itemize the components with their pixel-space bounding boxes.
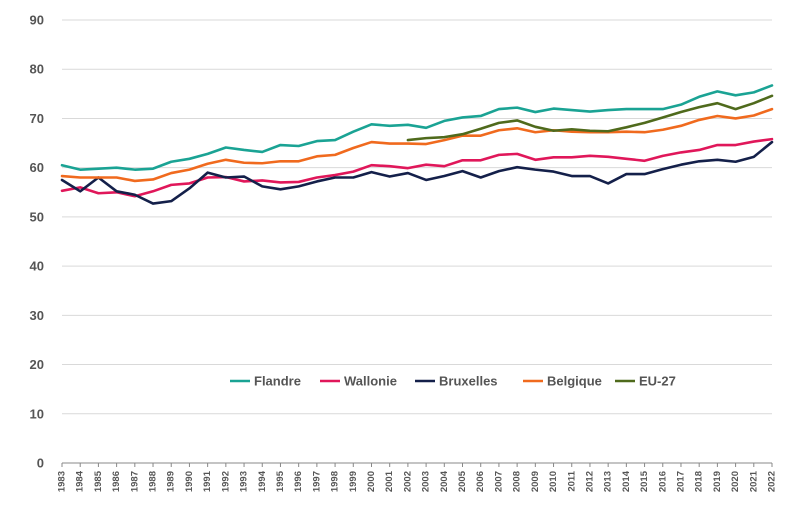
x-tick-label: 2019 <box>712 471 723 492</box>
x-tick-label: 2006 <box>475 471 486 492</box>
x-axis-ticks: 1983 1984 1985 1986 1987 1988 1989 1990 1991 1992… <box>57 463 778 492</box>
grid-lines <box>62 19 772 464</box>
x-tick-label: 1992 <box>220 471 231 492</box>
y-tick-label: 80 <box>30 62 44 77</box>
x-tick-label: 2014 <box>621 470 632 492</box>
legend-label-flandre: Flandre <box>254 374 301 389</box>
x-tick-label: 2012 <box>584 471 595 492</box>
x-tick-label: 1986 <box>111 471 122 492</box>
legend-label-eu-27: EU-27 <box>639 374 676 389</box>
series-line-flandre <box>60 84 774 171</box>
x-tick-label: 2007 <box>493 471 504 492</box>
x-tick-label: 2010 <box>548 471 559 492</box>
x-tick-label: 1983 <box>57 471 68 492</box>
x-tick-label: 2001 <box>384 470 395 492</box>
x-tick-label: 2015 <box>639 470 650 492</box>
x-tick-label: 2022 <box>767 471 778 492</box>
x-tick-label: 2003 <box>421 471 432 492</box>
legend-label-belgique: Belgique <box>547 374 602 389</box>
x-tick-label: 2021 <box>748 470 759 492</box>
x-tick-label: 2016 <box>657 471 668 492</box>
x-tick-label: 2009 <box>530 471 541 492</box>
y-tick-label: 10 <box>30 406 44 421</box>
x-tick-label: 2013 <box>603 471 614 492</box>
x-tick-label: 2020 <box>730 471 741 492</box>
x-tick-label: 2000 <box>366 471 377 492</box>
y-tick-label: 30 <box>30 308 44 323</box>
series-line-wallonie <box>60 137 774 198</box>
x-tick-label: 1997 <box>311 471 322 492</box>
x-tick-label: 1988 <box>148 471 159 492</box>
x-tick-label: 2008 <box>512 471 523 492</box>
x-tick-label: 1996 <box>293 471 304 492</box>
x-tick-label: 1987 <box>129 471 140 492</box>
x-tick-label: 1999 <box>348 471 359 492</box>
x-tick-label: 1994 <box>257 470 268 492</box>
series-line-belgique <box>60 107 774 183</box>
y-axis-ticks: 0 10 20 30 40 50 60 70 80 90 <box>30 13 44 471</box>
x-tick-label: 2017 <box>675 471 686 492</box>
series-line-eu-27 <box>406 94 774 142</box>
x-tick-label: 1985 <box>93 470 104 492</box>
x-tick-label: 2002 <box>402 471 413 492</box>
x-tick-label: 2004 <box>439 470 450 492</box>
x-tick-label: 1993 <box>239 471 250 492</box>
x-tick-label: 1991 <box>202 470 213 492</box>
x-tick-label: 2005 <box>457 470 468 492</box>
x-tick-label: 2011 <box>566 470 577 491</box>
x-tick-label: 1990 <box>184 471 195 492</box>
legend-label-wallonie: Wallonie <box>344 374 397 389</box>
x-tick-label: 1989 <box>166 471 177 492</box>
x-tick-label: 1984 <box>75 470 86 492</box>
y-tick-label: 50 <box>30 209 44 224</box>
x-tick-label: 2018 <box>694 471 705 492</box>
y-tick-label: 70 <box>30 111 44 126</box>
y-tick-label: 40 <box>30 259 44 274</box>
y-tick-label: 90 <box>30 13 44 28</box>
legend: Flandre Wallonie Bruxelles Belgique EU-27 <box>230 374 676 389</box>
y-tick-label: 60 <box>30 160 44 175</box>
y-tick-label: 20 <box>30 357 44 372</box>
y-tick-label: 0 <box>37 456 44 471</box>
series-lines <box>60 84 774 205</box>
x-tick-label: 1998 <box>330 471 341 492</box>
legend-label-bruxelles: Bruxelles <box>439 374 498 389</box>
series-line-bruxelles <box>60 140 774 205</box>
x-tick-label: 1995 <box>275 470 286 492</box>
